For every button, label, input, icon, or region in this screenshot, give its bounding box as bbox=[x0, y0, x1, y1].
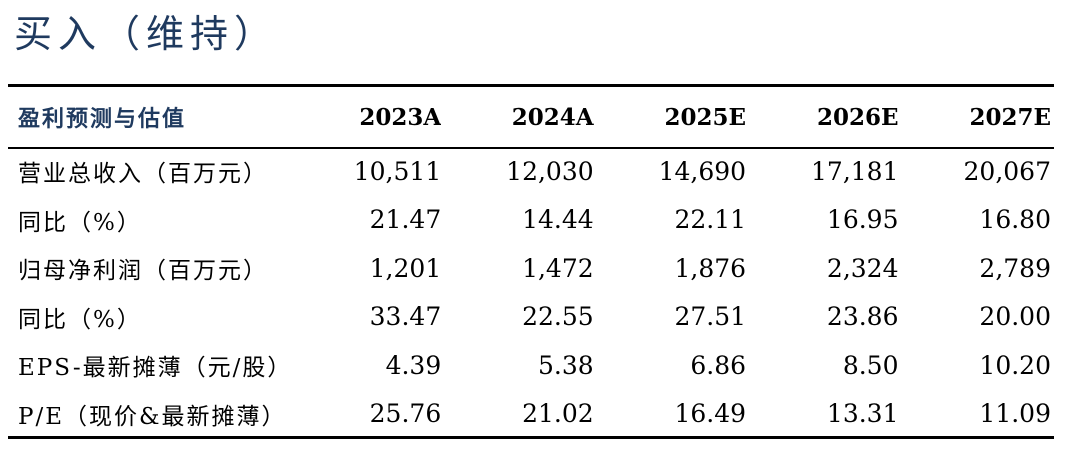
row-label: 同比（%） bbox=[18, 209, 142, 236]
table-cell: 16.49 bbox=[674, 399, 747, 429]
table-cell: 21.02 bbox=[522, 399, 594, 429]
table-cell: 5.38 bbox=[537, 350, 594, 380]
year-header: 2023A bbox=[359, 103, 442, 131]
row-label: 营业总收入（百万元） bbox=[18, 161, 268, 188]
table-cell: 14.44 bbox=[522, 205, 594, 235]
table-row: P/E（现价&最新摊薄） 25.76 21.02 16.49 13.31 11.… bbox=[8, 390, 1054, 439]
table-top-rule bbox=[8, 84, 1054, 87]
row-label: EPS-最新摊薄（元/股） bbox=[18, 355, 293, 382]
table-cell: 21.47 bbox=[369, 205, 442, 235]
table-cell: 2,324 bbox=[826, 253, 899, 283]
table-cell: 25.76 bbox=[369, 399, 442, 429]
table-row: 归母净利润（百万元） 1,201 1,472 1,876 2,324 2,789 bbox=[8, 244, 1054, 293]
row-label: P/E（现价&最新摊薄） bbox=[18, 403, 287, 430]
table-cell: 2,789 bbox=[979, 253, 1051, 283]
year-header: 2024A bbox=[511, 103, 594, 131]
year-header: 2027E bbox=[969, 103, 1051, 131]
year-header: 2026E bbox=[816, 103, 899, 131]
table-cell: 27.51 bbox=[674, 302, 747, 332]
table-cell: 14,690 bbox=[658, 156, 747, 186]
row-label: 同比（%） bbox=[18, 306, 142, 333]
table-header-label: 盈利预测与估值 bbox=[18, 106, 187, 132]
table-cell: 1,201 bbox=[369, 253, 442, 283]
table-cell: 22.55 bbox=[522, 302, 594, 332]
table-cell: 16.95 bbox=[826, 205, 899, 235]
row-label: 归母净利润（百万元） bbox=[18, 258, 268, 285]
table-cell: 11.09 bbox=[979, 399, 1051, 429]
table-bottom-rule bbox=[8, 436, 1054, 439]
table-cell: 13.31 bbox=[826, 399, 899, 429]
year-header: 2025E bbox=[664, 103, 747, 131]
table-cell: 10,511 bbox=[353, 156, 442, 186]
table-cell: 23.86 bbox=[826, 302, 899, 332]
table-cell: 17,181 bbox=[811, 156, 899, 186]
table-cell: 33.47 bbox=[369, 302, 442, 332]
table-cell: 1,876 bbox=[674, 253, 747, 283]
table-row: EPS-最新摊薄（元/股） 4.39 5.38 6.86 8.50 10.20 bbox=[8, 341, 1054, 390]
table-cell: 4.39 bbox=[385, 350, 442, 380]
table-cell: 10.20 bbox=[979, 350, 1051, 380]
table-cell: 6.86 bbox=[690, 350, 747, 380]
table-row: 同比（%） 21.47 14.44 22.11 16.95 16.80 bbox=[8, 196, 1054, 245]
table-cell: 20,067 bbox=[963, 156, 1051, 186]
table-row: 同比（%） 33.47 22.55 27.51 23.86 20.00 bbox=[8, 293, 1054, 342]
table-header-row: 盈利预测与估值 2023A 2024A 2025E 2026E 2027E bbox=[8, 87, 1054, 147]
table-header-rule bbox=[8, 147, 1054, 149]
table-row: 营业总收入（百万元） 10,511 12,030 14,690 17,181 2… bbox=[8, 147, 1054, 196]
table-cell: 20.00 bbox=[979, 302, 1051, 332]
table-cell: 8.50 bbox=[842, 350, 899, 380]
rating-title: 买入（维持） bbox=[14, 12, 279, 56]
forecast-table: 盈利预测与估值 2023A 2024A 2025E 2026E 2027E 营业… bbox=[8, 87, 1054, 438]
table-cell: 16.80 bbox=[979, 205, 1051, 235]
table-cell: 22.11 bbox=[674, 205, 747, 235]
table-cell: 12,030 bbox=[506, 156, 594, 186]
table-cell: 1,472 bbox=[522, 253, 594, 283]
